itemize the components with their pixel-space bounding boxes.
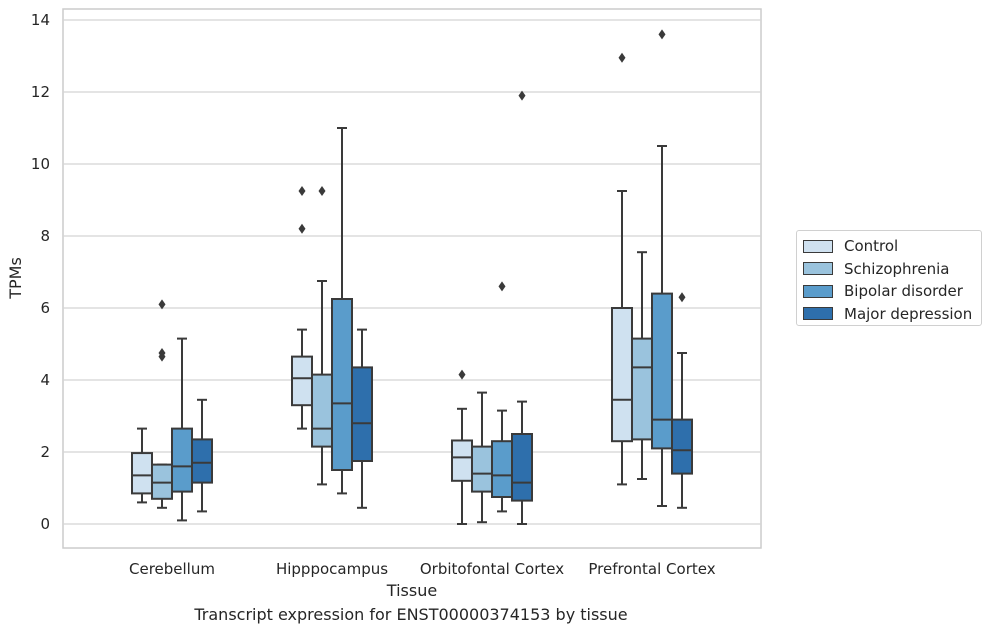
x-axis-label: Tissue: [386, 581, 437, 600]
y-tick-label: 12: [31, 83, 50, 101]
box-rect: [631, 337, 653, 441]
y-tick-label: 2: [40, 443, 50, 461]
outlier-point: [458, 369, 466, 380]
box-rect: [471, 445, 493, 493]
y-tick-labels: 0 2 4 6 8 10 12 14: [31, 11, 50, 533]
outlier-point: [158, 348, 166, 358]
box-1-1: [311, 186, 333, 486]
boxes: [131, 29, 693, 525]
x-tick-labels: Cerebellum Hipppocampus Orbitofontal Corte…: [129, 560, 716, 578]
chart-caption: Transcript expression for ENST0000037415…: [194, 605, 628, 624]
box-rect: [671, 418, 693, 475]
outlier-point: [498, 281, 506, 292]
outlier-point: [298, 186, 306, 196]
legend-swatch: [803, 284, 833, 298]
y-tick-label: 14: [31, 11, 50, 29]
box-3-3: [671, 292, 693, 509]
y-tick-label: 0: [40, 515, 50, 533]
box-rect: [171, 427, 193, 493]
box-2-1: [471, 391, 493, 524]
legend-label: Control: [844, 237, 899, 256]
box-rect: [491, 440, 513, 499]
y-tick-label: 10: [31, 155, 50, 173]
box-rect: [611, 307, 633, 443]
legend-item: Major depression: [803, 303, 981, 326]
outlier-point: [158, 299, 166, 310]
y-tick-label: 4: [40, 371, 50, 389]
box-rect: [291, 355, 313, 407]
legend-item: Control: [803, 235, 981, 258]
box-3-2: [651, 29, 673, 507]
legend-label: Schizophrenia: [844, 259, 950, 278]
box-rect: [651, 292, 673, 450]
legend-swatch: [803, 262, 833, 276]
legend-item: Schizophrenia: [803, 258, 981, 281]
y-axis-label: TPMs: [6, 257, 25, 300]
outlier-point: [298, 223, 306, 234]
box-0-0: [131, 427, 153, 504]
box-2-3: [511, 90, 533, 525]
y-tick-label: 8: [40, 227, 50, 245]
box-rect: [451, 439, 473, 482]
x-tick-label: Prefrontal Cortex: [588, 560, 715, 578]
legend-swatch: [803, 307, 833, 321]
outlier-point: [618, 52, 626, 63]
outlier-point: [658, 29, 666, 40]
legend: Control Schizophrenia Bipolar disorder Majo…: [796, 230, 982, 326]
x-tick-label: Hipppocampus: [276, 560, 388, 578]
legend-label: Major depression: [844, 304, 973, 323]
box-rect: [131, 452, 153, 495]
box-1-3: [351, 328, 373, 509]
outlier-point: [318, 186, 326, 196]
legend-item: Bipolar disorder: [803, 280, 981, 303]
box-rect: [311, 373, 333, 448]
x-tick-label: Orbitofontal Cortex: [420, 560, 564, 578]
legend-label: Bipolar disorder: [844, 282, 963, 301]
box-rect: [191, 438, 213, 484]
outlier-point: [678, 292, 686, 303]
box-rect: [511, 433, 533, 502]
box-rect: [331, 298, 353, 471]
box-3-1: [631, 251, 653, 480]
legend-swatch: [803, 239, 833, 253]
box-rect: [351, 366, 373, 462]
y-tick-label: 6: [40, 299, 50, 317]
outlier-point: [518, 90, 526, 101]
x-tick-label: Cerebellum: [129, 560, 215, 578]
box-1-0: [291, 186, 313, 430]
box-0-3: [191, 398, 213, 513]
